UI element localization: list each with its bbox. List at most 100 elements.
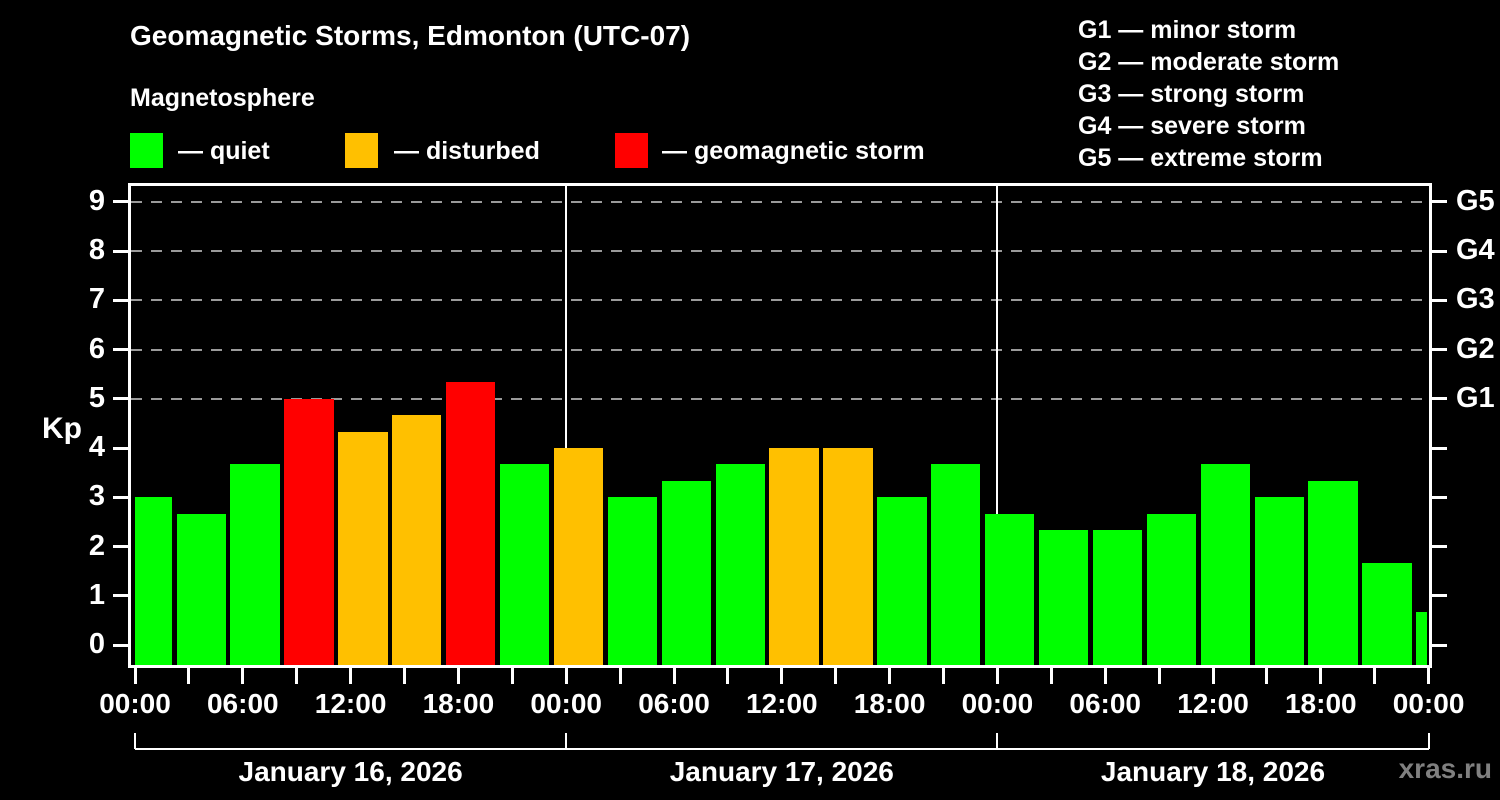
x-tick-label: 06:00 <box>1069 688 1141 719</box>
y-tick <box>113 397 128 401</box>
x-tick <box>726 668 730 684</box>
x-tick <box>1427 668 1431 684</box>
y-tick <box>113 594 128 598</box>
y-axis-title: Kp <box>42 412 82 445</box>
g-tick <box>1432 594 1447 598</box>
g-tick <box>1432 348 1447 351</box>
kp-bar <box>823 448 873 665</box>
g-tick <box>1432 495 1447 499</box>
x-tick <box>564 668 568 684</box>
kp-bar <box>553 448 604 665</box>
x-tick <box>1319 668 1323 684</box>
kp-bar <box>1416 612 1427 665</box>
x-tick <box>1211 668 1215 684</box>
x-tick-label: 18:00 <box>422 688 495 719</box>
gridline <box>131 250 1429 252</box>
gridline <box>131 348 1429 351</box>
date-bracket-line <box>135 748 1429 750</box>
date-label: January 17, 2026 <box>669 756 894 787</box>
g-label: G4 <box>1456 234 1495 266</box>
kp-bar <box>392 415 442 665</box>
y-tick-label: 7 <box>88 283 105 316</box>
x-tick <box>403 668 406 684</box>
x-tick <box>349 668 353 684</box>
y-tick-label: 6 <box>88 332 105 365</box>
g-tick <box>1432 446 1447 450</box>
x-tick <box>187 668 191 684</box>
x-tick <box>1103 668 1107 684</box>
kp-bar <box>338 431 388 665</box>
y-tick-label: 9 <box>88 184 105 217</box>
gridline <box>131 299 1429 302</box>
date-bracket-tick <box>134 733 136 749</box>
x-tick-label: 06:00 <box>206 688 279 719</box>
x-tick <box>241 668 245 684</box>
y-tick-label: 3 <box>88 480 105 513</box>
g-tick <box>1432 397 1447 401</box>
storm-scale-g5: G5 — extreme storm <box>1078 144 1323 172</box>
x-tick <box>834 668 838 684</box>
y-tick-label: 4 <box>88 431 105 463</box>
x-tick <box>1049 668 1053 684</box>
storm-scale-g3: G3 — strong storm <box>1078 80 1305 108</box>
y-tick <box>113 200 128 204</box>
kp-bar <box>446 382 496 665</box>
y-tick <box>113 348 128 351</box>
g-label: G3 <box>1456 283 1495 316</box>
kp-bar <box>135 497 172 665</box>
x-tick <box>1373 668 1377 684</box>
x-tick-label: 00:00 <box>1392 688 1465 719</box>
kp-bar <box>230 464 280 665</box>
x-tick <box>295 668 299 684</box>
kp-bar <box>1308 480 1358 665</box>
legend-swatch-storm <box>615 133 648 168</box>
y-tick <box>113 446 128 450</box>
x-tick-label: 12:00 <box>1177 688 1249 719</box>
date-bracket-tick <box>565 733 568 749</box>
kp-bar <box>661 480 711 665</box>
legend-swatch-quiet <box>130 133 163 168</box>
g-label: G5 <box>1456 184 1495 217</box>
x-tick-label: 12:00 <box>745 688 818 719</box>
y-tick <box>113 298 128 302</box>
page-title: Geomagnetic Storms, Edmonton (UTC-07) <box>130 20 691 51</box>
y-tick <box>113 495 128 499</box>
plot-frame <box>128 183 1432 668</box>
gridline <box>131 200 1429 203</box>
kp-bar <box>284 398 334 665</box>
date-label: January 16, 2026 <box>238 756 463 787</box>
day-divider-line <box>565 186 568 665</box>
g-tick <box>1432 545 1447 548</box>
kp-bar <box>1200 464 1250 665</box>
y-tick <box>113 249 128 253</box>
x-tick-label: 12:00 <box>314 688 387 719</box>
y-tick-label: 2 <box>88 529 105 562</box>
legend-label-quiet: — quiet <box>178 137 270 165</box>
kp-bar <box>1146 513 1197 665</box>
y-tick <box>113 643 128 647</box>
x-tick-label: 06:00 <box>638 688 710 719</box>
kp-bar <box>985 513 1035 665</box>
x-tick <box>995 668 999 684</box>
x-tick <box>888 668 892 684</box>
kp-bar <box>931 464 981 665</box>
y-tick-label: 1 <box>88 578 105 611</box>
g-tick <box>1432 249 1447 253</box>
gridline <box>131 397 1429 400</box>
g-tick <box>1432 298 1447 302</box>
x-tick <box>133 668 137 684</box>
x-tick <box>456 668 460 684</box>
chart-subtitle: Magnetosphere <box>130 84 315 112</box>
x-tick <box>618 668 622 684</box>
x-tick-label: 00:00 <box>99 688 171 719</box>
date-bracket-tick <box>996 733 999 749</box>
storm-scale-g4: G4 — severe storm <box>1078 112 1306 140</box>
g-label: G2 <box>1456 332 1495 365</box>
legend-swatch-disturbed <box>345 133 378 168</box>
kp-bar <box>1362 562 1412 665</box>
x-tick-label: 18:00 <box>853 688 926 719</box>
storm-scale-g2: G2 — moderate storm <box>1078 48 1340 76</box>
kp-bar <box>1038 530 1089 665</box>
y-tick-label: 8 <box>88 234 105 266</box>
